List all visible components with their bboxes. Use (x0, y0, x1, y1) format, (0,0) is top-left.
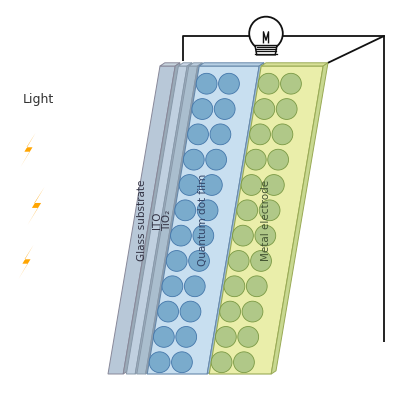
Circle shape (238, 326, 259, 347)
Circle shape (211, 352, 232, 372)
Circle shape (237, 200, 258, 221)
Circle shape (188, 124, 208, 145)
Text: Quantum dot film: Quantum dot film (198, 174, 208, 266)
Circle shape (228, 250, 249, 272)
Polygon shape (123, 63, 180, 374)
Circle shape (196, 73, 217, 94)
Circle shape (280, 73, 301, 94)
Circle shape (202, 175, 222, 195)
Polygon shape (189, 63, 202, 66)
Circle shape (272, 124, 293, 145)
Polygon shape (126, 66, 187, 374)
Circle shape (172, 352, 192, 372)
Circle shape (255, 225, 276, 246)
Polygon shape (18, 245, 34, 279)
Polygon shape (147, 66, 259, 374)
Circle shape (197, 200, 218, 221)
Circle shape (276, 98, 297, 119)
Polygon shape (160, 63, 180, 66)
Circle shape (166, 250, 187, 272)
Circle shape (216, 326, 236, 347)
Polygon shape (207, 63, 264, 374)
Circle shape (193, 225, 214, 246)
Circle shape (254, 98, 275, 119)
Circle shape (251, 250, 272, 272)
Polygon shape (255, 46, 277, 55)
Circle shape (224, 276, 245, 297)
Text: TiO₂: TiO₂ (162, 209, 172, 231)
Circle shape (192, 98, 213, 119)
Circle shape (175, 200, 196, 221)
Circle shape (264, 175, 284, 195)
Polygon shape (271, 63, 328, 374)
Polygon shape (146, 63, 202, 374)
Circle shape (246, 276, 267, 297)
Circle shape (149, 352, 170, 372)
Polygon shape (261, 63, 328, 66)
Circle shape (206, 149, 226, 170)
Polygon shape (135, 63, 192, 374)
Circle shape (179, 175, 200, 195)
Circle shape (250, 124, 270, 145)
Circle shape (220, 301, 240, 322)
Polygon shape (28, 187, 44, 225)
Circle shape (214, 98, 235, 119)
Circle shape (245, 149, 266, 170)
Polygon shape (199, 63, 264, 66)
Circle shape (189, 250, 210, 272)
Text: ITO: ITO (152, 211, 162, 229)
Polygon shape (108, 66, 175, 374)
Polygon shape (209, 66, 323, 374)
Polygon shape (178, 63, 192, 66)
Circle shape (234, 352, 254, 372)
Circle shape (210, 124, 231, 145)
Text: Glass substrate: Glass substrate (137, 179, 147, 261)
Circle shape (162, 276, 183, 297)
Circle shape (241, 175, 262, 195)
Circle shape (158, 301, 178, 322)
Text: Metal electrode: Metal electrode (261, 180, 271, 260)
Circle shape (242, 301, 263, 322)
Circle shape (176, 326, 197, 347)
Circle shape (184, 276, 205, 297)
Polygon shape (137, 66, 198, 374)
Circle shape (218, 73, 239, 94)
Circle shape (232, 225, 253, 246)
Circle shape (170, 225, 191, 246)
Text: Light: Light (22, 94, 54, 106)
Circle shape (268, 149, 288, 170)
Polygon shape (20, 133, 36, 167)
Circle shape (259, 200, 280, 221)
Circle shape (183, 149, 204, 170)
Circle shape (180, 301, 201, 322)
Circle shape (249, 16, 283, 50)
Circle shape (154, 326, 174, 347)
Circle shape (258, 73, 279, 94)
